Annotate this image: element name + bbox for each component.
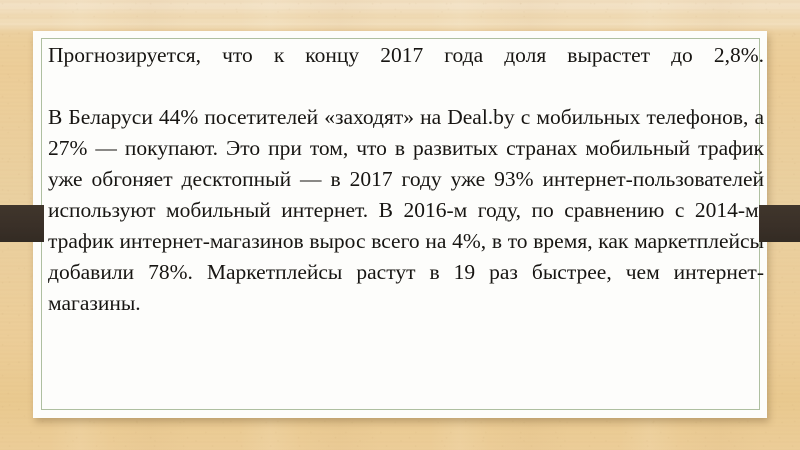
content-card — [33, 31, 767, 418]
paragraph-1: Прогнозируется, что к концу 2017 года до… — [48, 43, 764, 67]
paragraph-2: В Беларуси 44% посетителей «заходят» на … — [48, 105, 764, 315]
right-accent-bar — [759, 205, 800, 242]
slide-body-text: Прогнозируется, что к концу 2017 года до… — [48, 40, 764, 319]
left-accent-bar — [0, 205, 44, 242]
